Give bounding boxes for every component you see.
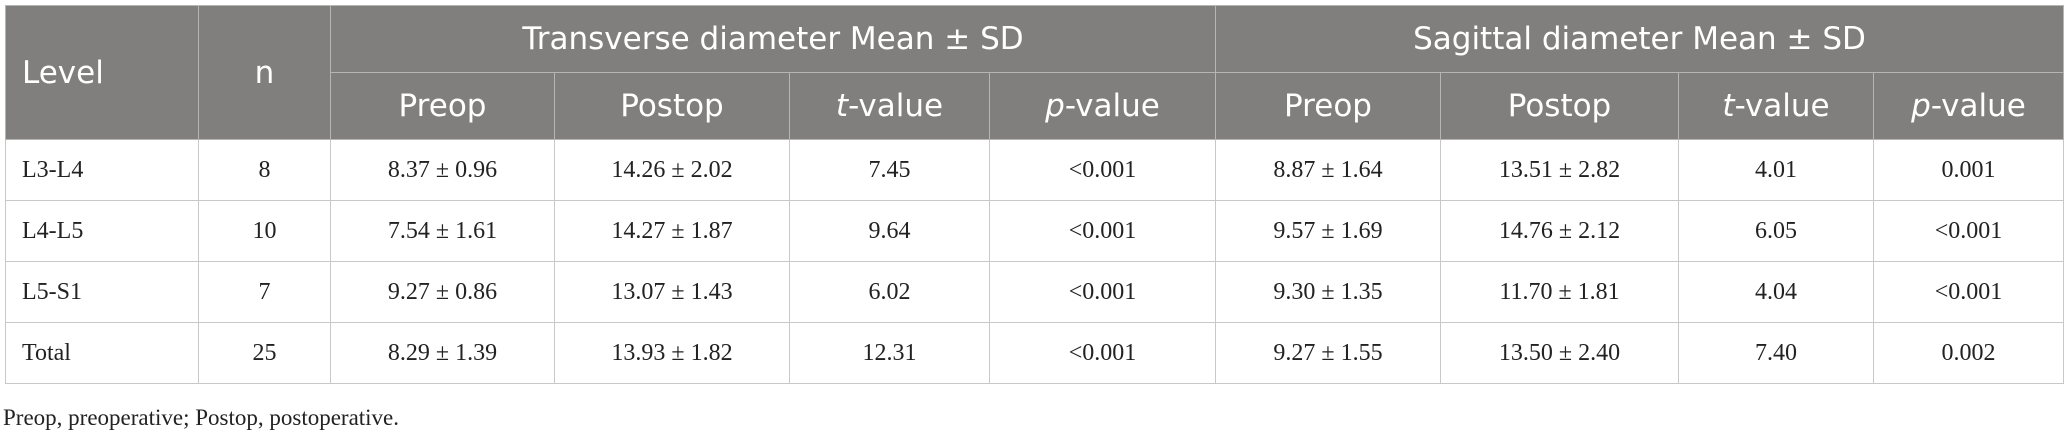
sub-header: t-value [1678, 72, 1874, 140]
data-table: Level n Transverse diameter Mean ± SD Sa… [5, 5, 2065, 384]
header-cell: Level [5, 5, 199, 140]
sub-header: p-value [1872, 72, 2065, 140]
table-cell: 6.05 [1678, 200, 1874, 262]
table-cell: 25 [198, 322, 331, 384]
sub-header: p-value [989, 72, 1216, 140]
header-cell: n [198, 5, 331, 140]
table-cell: 8.37 ± 0.96 [330, 139, 555, 201]
table-cell: <0.001 [989, 322, 1216, 384]
table-row: Total 25 8.29 ± 1.39 13.93 ± 1.82 12.31 <0.00… [5, 322, 2065, 384]
table-cell: 9.57 ± 1.69 [1215, 200, 1441, 262]
table-row: L3-L4 8 8.37 ± 0.96 14.26 ± 2.02 7.45 <0.001 8… [5, 139, 2065, 201]
table-cell: 14.26 ± 2.02 [554, 139, 790, 201]
table-cell: 12.31 [789, 322, 990, 384]
table-cell: 0.001 [1872, 139, 2065, 201]
table-row: L4-L5 10 7.54 ± 1.61 14.27 ± 1.87 9.64 <0.001… [5, 200, 2065, 262]
table-cell: <0.001 [1872, 200, 2065, 262]
table-cell: <0.001 [989, 261, 1216, 323]
table-cell: 14.27 ± 1.87 [554, 200, 790, 262]
group-header: Sagittal diameter Mean ± SD [1214, 5, 2065, 73]
table-cell: 9.30 ± 1.35 [1215, 261, 1441, 323]
table-cell: L4-L5 [5, 200, 199, 262]
table-cell: 9.64 [789, 200, 990, 262]
table-cell: 13.07 ± 1.43 [554, 261, 790, 323]
table-cell: 6.02 [789, 261, 990, 323]
sub-header: Preop [1215, 72, 1441, 140]
table-cell: 8.29 ± 1.39 [330, 322, 555, 384]
table-cell: 13.50 ± 2.40 [1440, 322, 1679, 384]
table-cell: 13.51 ± 2.82 [1440, 139, 1679, 201]
sub-header: Postop [1440, 72, 1679, 140]
table-cell: 7.54 ± 1.61 [330, 200, 555, 262]
table-cell: 9.27 ± 1.55 [1215, 322, 1441, 384]
group-header: Transverse diameter Mean ± SD [330, 5, 1216, 73]
table-cell: <0.001 [989, 139, 1216, 201]
table-cell: L5-S1 [5, 261, 199, 323]
table-cell: 8 [198, 139, 331, 201]
table-cell: 7.45 [789, 139, 990, 201]
table-cell: 13.93 ± 1.82 [554, 322, 790, 384]
table-row: L5-S1 7 9.27 ± 0.86 13.07 ± 1.43 6.02 <0.001 9… [5, 261, 2065, 323]
table-cell: 4.01 [1678, 139, 1874, 201]
table-cell: 9.27 ± 0.86 [330, 261, 555, 323]
table-cell: 14.76 ± 2.12 [1440, 200, 1679, 262]
table-cell: 11.70 ± 1.81 [1440, 261, 1679, 323]
sub-header: t-value [789, 72, 990, 140]
table-cell: Total [5, 322, 199, 384]
table-cell: <0.001 [1872, 261, 2065, 323]
table-cell: 4.04 [1678, 261, 1874, 323]
table-cell: 10 [198, 200, 331, 262]
sub-header: Preop [330, 72, 555, 140]
table-cell: 8.87 ± 1.64 [1215, 139, 1441, 201]
table-cell: 0.002 [1872, 322, 2065, 384]
sub-header: Postop [554, 72, 790, 140]
table-cell: L3-L4 [5, 139, 199, 201]
table-cell: 7 [198, 261, 331, 323]
table-cell: <0.001 [989, 200, 1216, 262]
footnote: Preop, preoperative; Postop, postoperati… [3, 405, 400, 430]
table-cell: 7.40 [1678, 322, 1874, 384]
